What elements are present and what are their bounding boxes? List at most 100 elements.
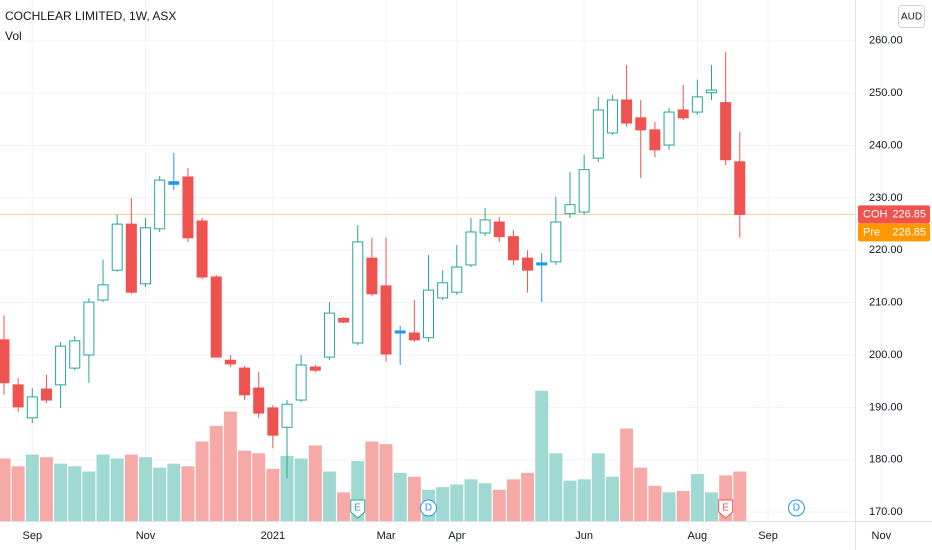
y-tick-label: 220.00	[869, 244, 903, 256]
volume-bar	[294, 458, 308, 521]
y-tick-label: 240.00	[869, 139, 903, 151]
volume-bar	[521, 472, 535, 521]
volume-bar	[634, 467, 648, 521]
volume-bar	[549, 453, 563, 521]
volume-bar	[478, 483, 492, 521]
volume-bar	[252, 453, 266, 521]
volume-bar	[450, 484, 464, 521]
candle-body	[154, 179, 166, 230]
volume-bar	[365, 441, 379, 521]
event-label[interactable]: E	[722, 503, 729, 514]
volume-bar	[620, 428, 634, 521]
volume-bar	[690, 474, 704, 521]
candle-body	[125, 223, 137, 293]
candle-body	[224, 359, 236, 365]
x-tick-label: Sep	[23, 530, 43, 542]
candle-body	[493, 221, 505, 238]
currency[interactable]: AUD	[901, 12, 922, 23]
volume-bar	[68, 466, 82, 521]
candle-body	[366, 257, 378, 295]
volume-label: Vol	[5, 29, 22, 43]
candle-body	[451, 266, 463, 293]
candle-body	[140, 227, 151, 285]
volume-bar	[605, 476, 619, 521]
volume-bar	[407, 476, 421, 521]
y-tick-label: 180.00	[869, 454, 903, 466]
volume-bar	[733, 471, 747, 521]
y-tick-label: 200.00	[869, 349, 903, 361]
volume-bar	[139, 457, 152, 521]
earnings-marker[interactable]	[350, 499, 366, 519]
candle-body	[55, 345, 67, 386]
currency-box[interactable]	[898, 5, 925, 28]
candle-body	[423, 289, 434, 339]
volume-bar	[280, 455, 294, 521]
candle-body	[83, 301, 95, 356]
event-label[interactable]: D	[425, 503, 432, 514]
candle-body	[394, 330, 406, 334]
candle-body	[592, 109, 604, 159]
earnings-marker[interactable]	[718, 499, 734, 519]
candle-body	[606, 99, 618, 134]
price-label-box	[858, 205, 930, 224]
x-tick-label: Aug	[688, 530, 708, 542]
volume-bar	[0, 458, 11, 521]
price-label-value: 226.85	[892, 226, 926, 238]
volume-bar	[535, 390, 549, 521]
candle-body	[323, 312, 335, 358]
volume-bar	[96, 454, 110, 521]
candle-body	[578, 169, 590, 213]
volume-bar	[82, 471, 96, 521]
x-tick-label: Apr	[448, 530, 465, 542]
candle-body	[649, 129, 661, 151]
candle-body	[465, 231, 477, 266]
x-tick-label: Mar	[377, 530, 396, 542]
volume-bar	[39, 457, 53, 521]
volume-bar	[648, 485, 662, 521]
volume-bar	[393, 472, 407, 521]
volume-bar	[266, 468, 280, 521]
candle-body	[97, 284, 109, 301]
dividend-marker[interactable]	[787, 499, 805, 517]
volume-bar	[662, 492, 676, 521]
candle-body	[734, 161, 746, 215]
x-tick-label: Sep	[758, 530, 778, 542]
candle-body	[69, 340, 81, 369]
volume-bar	[54, 463, 68, 521]
candle-body	[380, 285, 392, 355]
volume-bar	[238, 450, 252, 521]
candle-body	[309, 366, 321, 371]
candle-body	[338, 317, 350, 323]
event-label[interactable]: E	[354, 503, 361, 514]
volume-bar	[124, 454, 138, 521]
candle-body	[295, 364, 307, 401]
candle-body	[40, 388, 52, 401]
volume-bar	[110, 458, 124, 521]
candle-body	[691, 96, 703, 113]
y-tick-label: 170.00	[869, 506, 903, 518]
dividend-marker[interactable]	[420, 499, 437, 517]
volume-bar	[25, 454, 39, 521]
price-label-name: COH	[863, 208, 888, 220]
candle-body	[522, 257, 534, 271]
volume-bar	[153, 467, 167, 521]
volume-bar	[563, 480, 577, 521]
candle-body	[677, 109, 689, 119]
y-tick-label: 210.00	[869, 297, 903, 309]
candle-body	[0, 339, 10, 384]
y-tick-label: 190.00	[869, 401, 903, 413]
price-label-value: 226.85	[892, 208, 926, 220]
volume-bar	[167, 463, 181, 521]
event-label[interactable]: D	[793, 503, 800, 514]
candle-body	[182, 176, 194, 239]
candle-body	[253, 387, 265, 414]
candle-body	[210, 276, 222, 358]
volume-bar	[11, 466, 25, 521]
candle-body	[635, 117, 647, 131]
volume-bar	[195, 441, 209, 521]
x-tick-label: Jun	[575, 530, 593, 542]
candle-body	[479, 219, 491, 234]
